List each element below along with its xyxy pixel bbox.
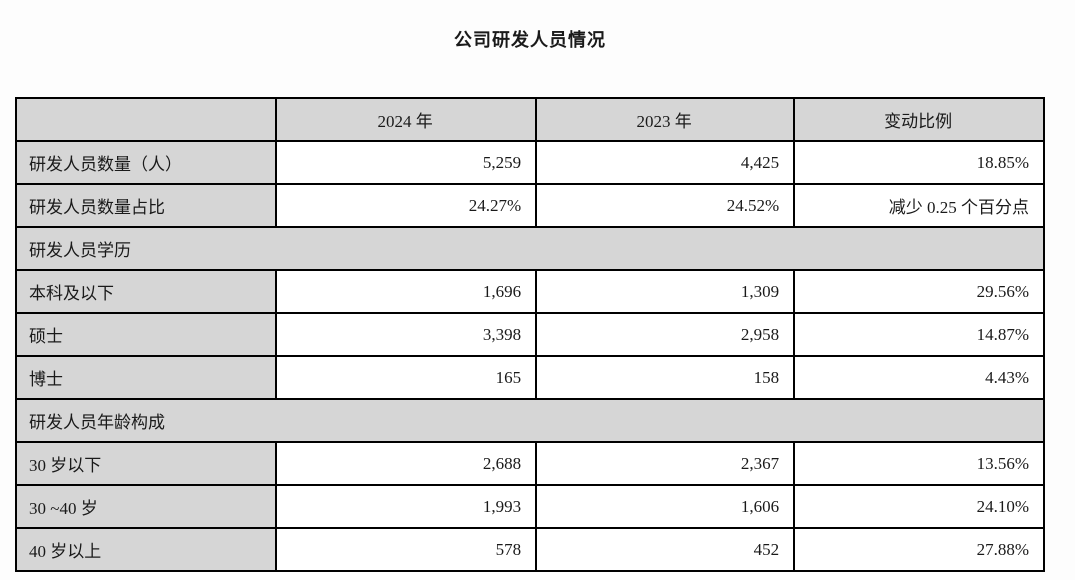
- value-change-ratio: 24.10%: [793, 484, 1045, 529]
- table-row: 硕士 3,398 2,958 14.87%: [14, 312, 1045, 357]
- value-2024: 1,696: [275, 269, 538, 314]
- value-2024: 24.27%: [275, 183, 538, 228]
- value-2024: 1,993: [275, 484, 538, 529]
- header-cell-2023: 2023 年: [535, 97, 796, 142]
- value-2024: 165: [275, 355, 538, 400]
- row-label: 研发人员数量占比: [14, 183, 278, 228]
- value-change-ratio: 29.56%: [793, 269, 1045, 314]
- section-label: 研发人员学历: [15, 226, 1045, 271]
- table-row: 本科及以下 1,696 1,309 29.56%: [14, 269, 1045, 314]
- table-row: 30 岁以下 2,688 2,367 13.56%: [14, 441, 1045, 486]
- value-change-ratio: 18.85%: [793, 140, 1045, 185]
- value-2023: 1,606: [535, 484, 796, 529]
- row-label: 硕士: [14, 312, 278, 357]
- value-change-ratio: 减少 0.25 个百分点: [793, 183, 1045, 228]
- value-2024: 3,398: [275, 312, 538, 357]
- row-label: 30 ~40 岁: [14, 484, 278, 529]
- value-2023: 2,958: [535, 312, 796, 357]
- value-change-ratio: 13.56%: [793, 441, 1045, 486]
- row-label: 40 岁以上: [14, 527, 278, 572]
- value-2023: 452: [535, 527, 796, 572]
- section-row: 研发人员年龄构成: [15, 398, 1045, 443]
- value-2024: 578: [275, 527, 538, 572]
- value-2023: 24.52%: [535, 183, 796, 228]
- table-row: 研发人员数量（人） 5,259 4,425 18.85%: [14, 140, 1045, 185]
- table-row: 30 ~40 岁 1,993 1,606 24.10%: [14, 484, 1045, 529]
- value-2023: 2,367: [535, 441, 796, 486]
- table-row: 40 岁以上 578 452 27.88%: [14, 527, 1045, 572]
- table-header-row: 2024 年 2023 年 变动比例: [14, 97, 1045, 142]
- row-label: 30 岁以下: [14, 441, 278, 486]
- table-row: 研发人员数量占比 24.27% 24.52% 减少 0.25 个百分点: [14, 183, 1045, 228]
- row-label: 本科及以下: [14, 269, 278, 314]
- table-row: 博士 165 158 4.43%: [14, 355, 1045, 400]
- row-label: 博士: [14, 355, 278, 400]
- section-row: 研发人员学历: [15, 226, 1045, 271]
- header-cell-empty: [14, 97, 278, 142]
- page-title: 公司研发人员情况: [454, 30, 606, 50]
- value-2023: 4,425: [535, 140, 796, 185]
- value-2023: 158: [535, 355, 796, 400]
- value-2024: 2,688: [275, 441, 538, 486]
- header-cell-2024: 2024 年: [275, 97, 538, 142]
- rd-personnel-table: 2024 年 2023 年 变动比例 研发人员数量（人） 5,259 4,425…: [14, 97, 1045, 572]
- value-change-ratio: 14.87%: [793, 312, 1045, 357]
- value-change-ratio: 27.88%: [793, 527, 1045, 572]
- row-label: 研发人员数量（人）: [14, 140, 278, 185]
- value-2024: 5,259: [275, 140, 538, 185]
- value-change-ratio: 4.43%: [793, 355, 1045, 400]
- value-2023: 1,309: [535, 269, 796, 314]
- section-label: 研发人员年龄构成: [15, 398, 1045, 443]
- header-cell-change-ratio: 变动比例: [793, 97, 1045, 142]
